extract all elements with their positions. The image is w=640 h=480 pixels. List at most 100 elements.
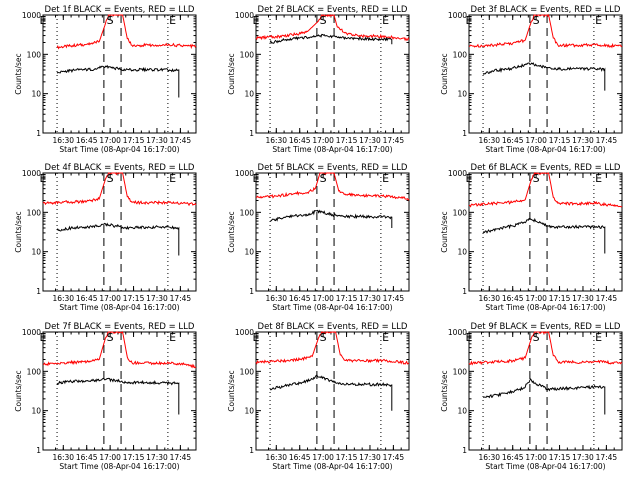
- chart1-title: Det 1f BLACK = Events, RED = LLD: [45, 5, 195, 15]
- chart9-panel: Det 9f BLACK = Events, RED = LLD 1 10 100 10…: [440, 322, 623, 471]
- chart3-marker-e: E: [466, 14, 473, 27]
- chart3-xtick-label: 17:15: [549, 136, 571, 145]
- chart7-xlabel: Start Time (08-Apr-04 16:17:00): [59, 462, 179, 471]
- chart4-title: Det 4f BLACK = Events, RED = LLD: [45, 163, 195, 173]
- chart9-series-events: [483, 378, 606, 415]
- chart5-series-lld: [255, 172, 410, 201]
- chart8-xtick-label: 16:30: [265, 453, 287, 462]
- chart5-series-events: [270, 209, 393, 228]
- chart2-marker-e: E: [382, 14, 389, 27]
- chart6-xlabel: Start Time (08-Apr-04 16:17:00): [485, 303, 605, 312]
- chart4-ytick-label: 1: [36, 287, 41, 296]
- chart3-title: Det 3f BLACK = Events, RED = LLD: [471, 5, 621, 15]
- chart5-ytick-label: 1: [249, 287, 254, 296]
- chart4-xtick-label: 17:15: [123, 294, 145, 303]
- chart7-ytick-label: 1000: [22, 328, 41, 337]
- chart5-ytick-label: 10: [244, 248, 254, 257]
- chart5-title: Det 5f BLACK = Events, RED = LLD: [258, 163, 408, 173]
- chart2-ylabel: Counts/sec: [227, 53, 236, 94]
- chart9-xtick-label: 17:00: [525, 453, 547, 462]
- chart8-series-events: [269, 374, 393, 411]
- chart6-xtick-label: 17:00: [525, 294, 547, 303]
- chart4-axes-box: [42, 172, 197, 292]
- chart4-xtick-label: 17:00: [99, 294, 121, 303]
- chart9-title: Det 9f BLACK = Events, RED = LLD: [471, 322, 621, 332]
- chart6-xtick-label: 17:30: [572, 294, 594, 303]
- chart9-ytick-label: 10: [457, 407, 467, 416]
- chart3-xtick-label: 17:45: [596, 136, 618, 145]
- chart1-xtick-label: 17:30: [146, 136, 168, 145]
- chart4-marker-e: E: [40, 172, 47, 185]
- chart8-xtick-label: 17:30: [359, 453, 381, 462]
- chart9-ytick-label: 100: [453, 367, 468, 376]
- chart8-marker-e: E: [382, 331, 389, 344]
- chart1-ylabel: Counts/sec: [14, 53, 23, 94]
- chart6-series-events: [482, 217, 606, 254]
- chart1-xtick-label: 17:45: [170, 136, 192, 145]
- chart8-series-lld: [255, 331, 410, 365]
- chart2-xtick-label: 16:30: [265, 136, 287, 145]
- chart4-ytick-label: 1000: [22, 169, 41, 178]
- chart6-axes-box: [468, 172, 623, 292]
- chart1-xtick-label: 16:30: [52, 136, 74, 145]
- chart6-marker-e: E: [466, 172, 473, 185]
- chart3-ytick-label: 100: [453, 50, 468, 59]
- chart9-marker-e: E: [595, 331, 602, 344]
- chart5-ytick-label: 100: [240, 208, 255, 217]
- chart2-ytick-label: 100: [240, 50, 255, 59]
- chart3-ytick-label: 10: [457, 90, 467, 99]
- chart4-marker-s: S: [107, 172, 114, 185]
- chart3-series-events: [482, 62, 606, 91]
- chart1-marker-e: E: [40, 14, 47, 27]
- chart3-xtick-label: 17:30: [572, 136, 594, 145]
- chart6-title: Det 6f BLACK = Events, RED = LLD: [471, 163, 621, 173]
- chart2-xtick-label: 17:45: [383, 136, 405, 145]
- chart8-ytick-label: 10: [244, 407, 254, 416]
- chart4-series-events: [56, 222, 180, 256]
- chart8-title: Det 8f BLACK = Events, RED = LLD: [258, 322, 408, 332]
- chart8-xtick-label: 17:45: [383, 453, 405, 462]
- chart1-series-lld: [56, 14, 197, 50]
- chart2-ytick-label: 10: [244, 90, 254, 99]
- chart5-xtick-label: 16:30: [265, 294, 287, 303]
- chart3-xtick-label: 16:45: [502, 136, 524, 145]
- chart7-marker-s: S: [107, 331, 114, 344]
- chart8-xlabel: Start Time (08-Apr-04 16:17:00): [272, 462, 392, 471]
- chart2-ytick-label: 1000: [235, 11, 254, 20]
- chart4-xlabel: Start Time (08-Apr-04 16:17:00): [59, 303, 179, 312]
- chart5-xlabel: Start Time (08-Apr-04 16:17:00): [272, 303, 392, 312]
- chart9-xtick-label: 16:30: [478, 453, 500, 462]
- chart2-marker-s: S: [320, 14, 327, 27]
- chart1-ytick-label: 1000: [22, 11, 41, 20]
- chart2-title: Det 2f BLACK = Events, RED = LLD: [258, 5, 408, 15]
- chart9-marker-e: E: [466, 331, 473, 344]
- chart7-marker-e: E: [40, 331, 47, 344]
- chart6-ytick-label: 1000: [448, 169, 467, 178]
- chart5-xtick-label: 17:45: [383, 294, 405, 303]
- chart3-axes-box: [468, 14, 623, 134]
- chart9-marker-s: S: [533, 331, 540, 344]
- chart2-xtick-label: 17:30: [359, 136, 381, 145]
- chart1-ytick-label: 100: [27, 50, 42, 59]
- chart8-ylabel: Counts/sec: [227, 370, 236, 411]
- chart7-axes-box: [42, 331, 197, 451]
- chart6-ytick-label: 1: [462, 287, 467, 296]
- chart2-ytick-label: 1: [249, 129, 254, 138]
- chart1-marker-s: S: [107, 14, 114, 27]
- chart8-xtick-label: 16:45: [289, 453, 311, 462]
- chart1-ytick-label: 10: [31, 90, 41, 99]
- chart6-xtick-label: 16:30: [478, 294, 500, 303]
- chart8-xtick-label: 17:00: [312, 453, 334, 462]
- chart5-marker-s: S: [320, 172, 327, 185]
- chart9-ytick-label: 1: [462, 446, 467, 455]
- chart5-xtick-label: 17:00: [312, 294, 334, 303]
- chart9-series-lld: [468, 331, 623, 366]
- chart1-panel: Det 1f BLACK = Events, RED = LLD 1 10 100 10…: [14, 5, 197, 154]
- chart1-xtick-label: 17:00: [99, 136, 121, 145]
- chart9-ytick-label: 1000: [448, 328, 467, 337]
- chart2-series-events: [269, 33, 393, 45]
- chart5-xtick-label: 17:30: [359, 294, 381, 303]
- chart6-ylabel: Counts/sec: [440, 211, 449, 252]
- chart9-ylabel: Counts/sec: [440, 370, 449, 411]
